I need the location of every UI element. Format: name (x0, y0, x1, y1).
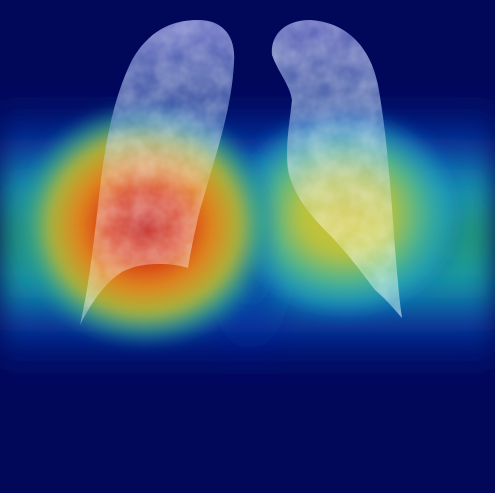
right-lung-texture (271, 20, 402, 318)
left-lung-texture (80, 20, 235, 325)
